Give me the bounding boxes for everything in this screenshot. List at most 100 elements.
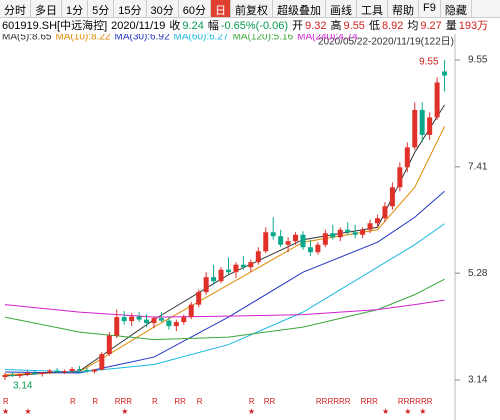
field-label: 低	[368, 20, 380, 32]
candle-body	[419, 109, 425, 135]
price-annotation: 9.55	[419, 57, 439, 68]
candle-body	[233, 264, 239, 273]
candle-body	[322, 233, 328, 245]
candle-body	[166, 320, 172, 327]
field-label: 量	[445, 20, 457, 32]
toolbar-button[interactable]: F9	[419, 0, 441, 17]
candle-body	[9, 375, 15, 377]
star-marker: ★	[2, 407, 9, 416]
candle-body	[211, 277, 217, 282]
candle-body	[293, 234, 299, 242]
chart: 2020/05/22-2020/11/19(122日) MA(5):8.65 MA…	[2, 34, 488, 420]
candle-body	[32, 373, 38, 375]
legend-entry: MA(5):8.65	[2, 34, 52, 43]
field-value: -0.65%(-0.06)	[220, 20, 289, 32]
candle-body	[404, 147, 410, 168]
ma-line	[4, 126, 445, 376]
toolbar-button[interactable]: 1分	[62, 0, 89, 17]
candle-body	[17, 374, 23, 377]
ma-line	[4, 278, 445, 341]
candle-body	[24, 373, 30, 375]
signal-marker: RR	[264, 397, 276, 406]
star-marker: ★	[419, 407, 426, 416]
toolbar-button[interactable]: 15分	[114, 0, 147, 17]
candle-body	[39, 372, 45, 375]
candle-body	[136, 316, 142, 320]
candle-body	[412, 109, 418, 148]
candle-body	[427, 117, 433, 135]
candle-body	[300, 234, 306, 248]
legend-entry: MA(240):4.74	[297, 34, 358, 43]
candle-body	[389, 187, 395, 207]
candle-body	[196, 292, 202, 305]
signal-marker: RRR	[115, 397, 133, 406]
candle-body	[315, 244, 321, 253]
info-bar: 601919.SH[中远海控] 2020/11/19 收 9.24 幅 -0.65%(-0…	[0, 18, 500, 34]
candle-body	[240, 264, 246, 268]
toolbar-button[interactable]: 60分	[179, 0, 211, 17]
toolbar-button[interactable]: 前复权	[231, 0, 273, 17]
legend-entry: MA(30):6.92	[115, 34, 170, 43]
candle-body	[173, 322, 179, 327]
candle-body	[77, 369, 82, 371]
signal-marker: RRRRRR	[316, 397, 351, 406]
toolbar-button[interactable]: 超级叠加	[273, 0, 326, 17]
candle-body	[375, 218, 380, 224]
field-label: 幅	[207, 20, 219, 32]
toolbar-button[interactable]: 画线	[326, 0, 357, 17]
candle-body	[278, 236, 284, 245]
field-value: 193万	[458, 20, 489, 32]
star-marker: ★	[382, 407, 389, 416]
candle-body	[62, 371, 68, 373]
signal-marker: R	[152, 397, 158, 406]
y-tick-label: 3.14	[468, 375, 488, 386]
star-marker: ★	[248, 407, 255, 416]
candle-body	[2, 375, 8, 378]
candle-body	[337, 229, 343, 238]
legend-entry: MA(120):5.16	[233, 34, 294, 43]
candle-body	[69, 369, 75, 372]
toolbar-button[interactable]: 隐藏	[441, 0, 472, 17]
range-label: 2020/05/22-2020/11/19(122日)	[318, 37, 454, 48]
signal-marker: RRRRRR	[398, 397, 433, 406]
candle-body	[367, 223, 373, 230]
signal-marker: R	[3, 397, 9, 406]
field-value: 9.24	[182, 20, 204, 32]
toolbar-button[interactable]: 工具	[357, 0, 388, 17]
star-marker: ★	[24, 407, 31, 416]
candle-body	[360, 229, 366, 235]
candle-body	[203, 277, 209, 293]
toolbar: 分时 多日 1分 5分 15分 30分 60分日前复权 超级叠加 画线 工具 帮助 F9 隐藏	[0, 0, 500, 18]
legend-entry: MA(10):8.22	[55, 34, 110, 43]
toolbar-button[interactable]: 分时	[0, 0, 31, 17]
candle-body	[151, 318, 157, 324]
candle-body	[397, 167, 403, 188]
signal-marker: R	[197, 397, 203, 406]
toolbar-button[interactable]: 5分	[88, 0, 115, 17]
candle-body	[255, 251, 261, 263]
toolbar-button[interactable]: 多日	[31, 0, 62, 17]
ma-line	[4, 104, 445, 377]
candle-body	[144, 319, 150, 324]
signal-marker: RRR	[361, 397, 379, 406]
field-value: 8.92	[381, 20, 404, 32]
candle-body	[114, 317, 120, 336]
candle-body	[345, 229, 351, 233]
field-label: 高	[330, 20, 342, 32]
quote-date: 2020/11/19	[111, 20, 166, 32]
candle-body	[99, 354, 105, 370]
signal-marker: R	[70, 397, 76, 406]
toolbar-button[interactable]: 30分	[147, 0, 179, 17]
candle-body	[307, 247, 313, 253]
star-marker: ★	[404, 407, 411, 416]
candle-body	[54, 370, 60, 373]
y-tick-label: 9.55	[468, 55, 488, 66]
toolbar-button[interactable]: 日	[211, 0, 231, 17]
field-label: 均	[407, 20, 419, 32]
toolbar-button[interactable]: 帮助	[388, 0, 419, 17]
candle-body	[158, 318, 164, 321]
candle-body	[330, 233, 336, 238]
field-label: 开	[292, 20, 304, 32]
candle-body	[285, 241, 291, 245]
